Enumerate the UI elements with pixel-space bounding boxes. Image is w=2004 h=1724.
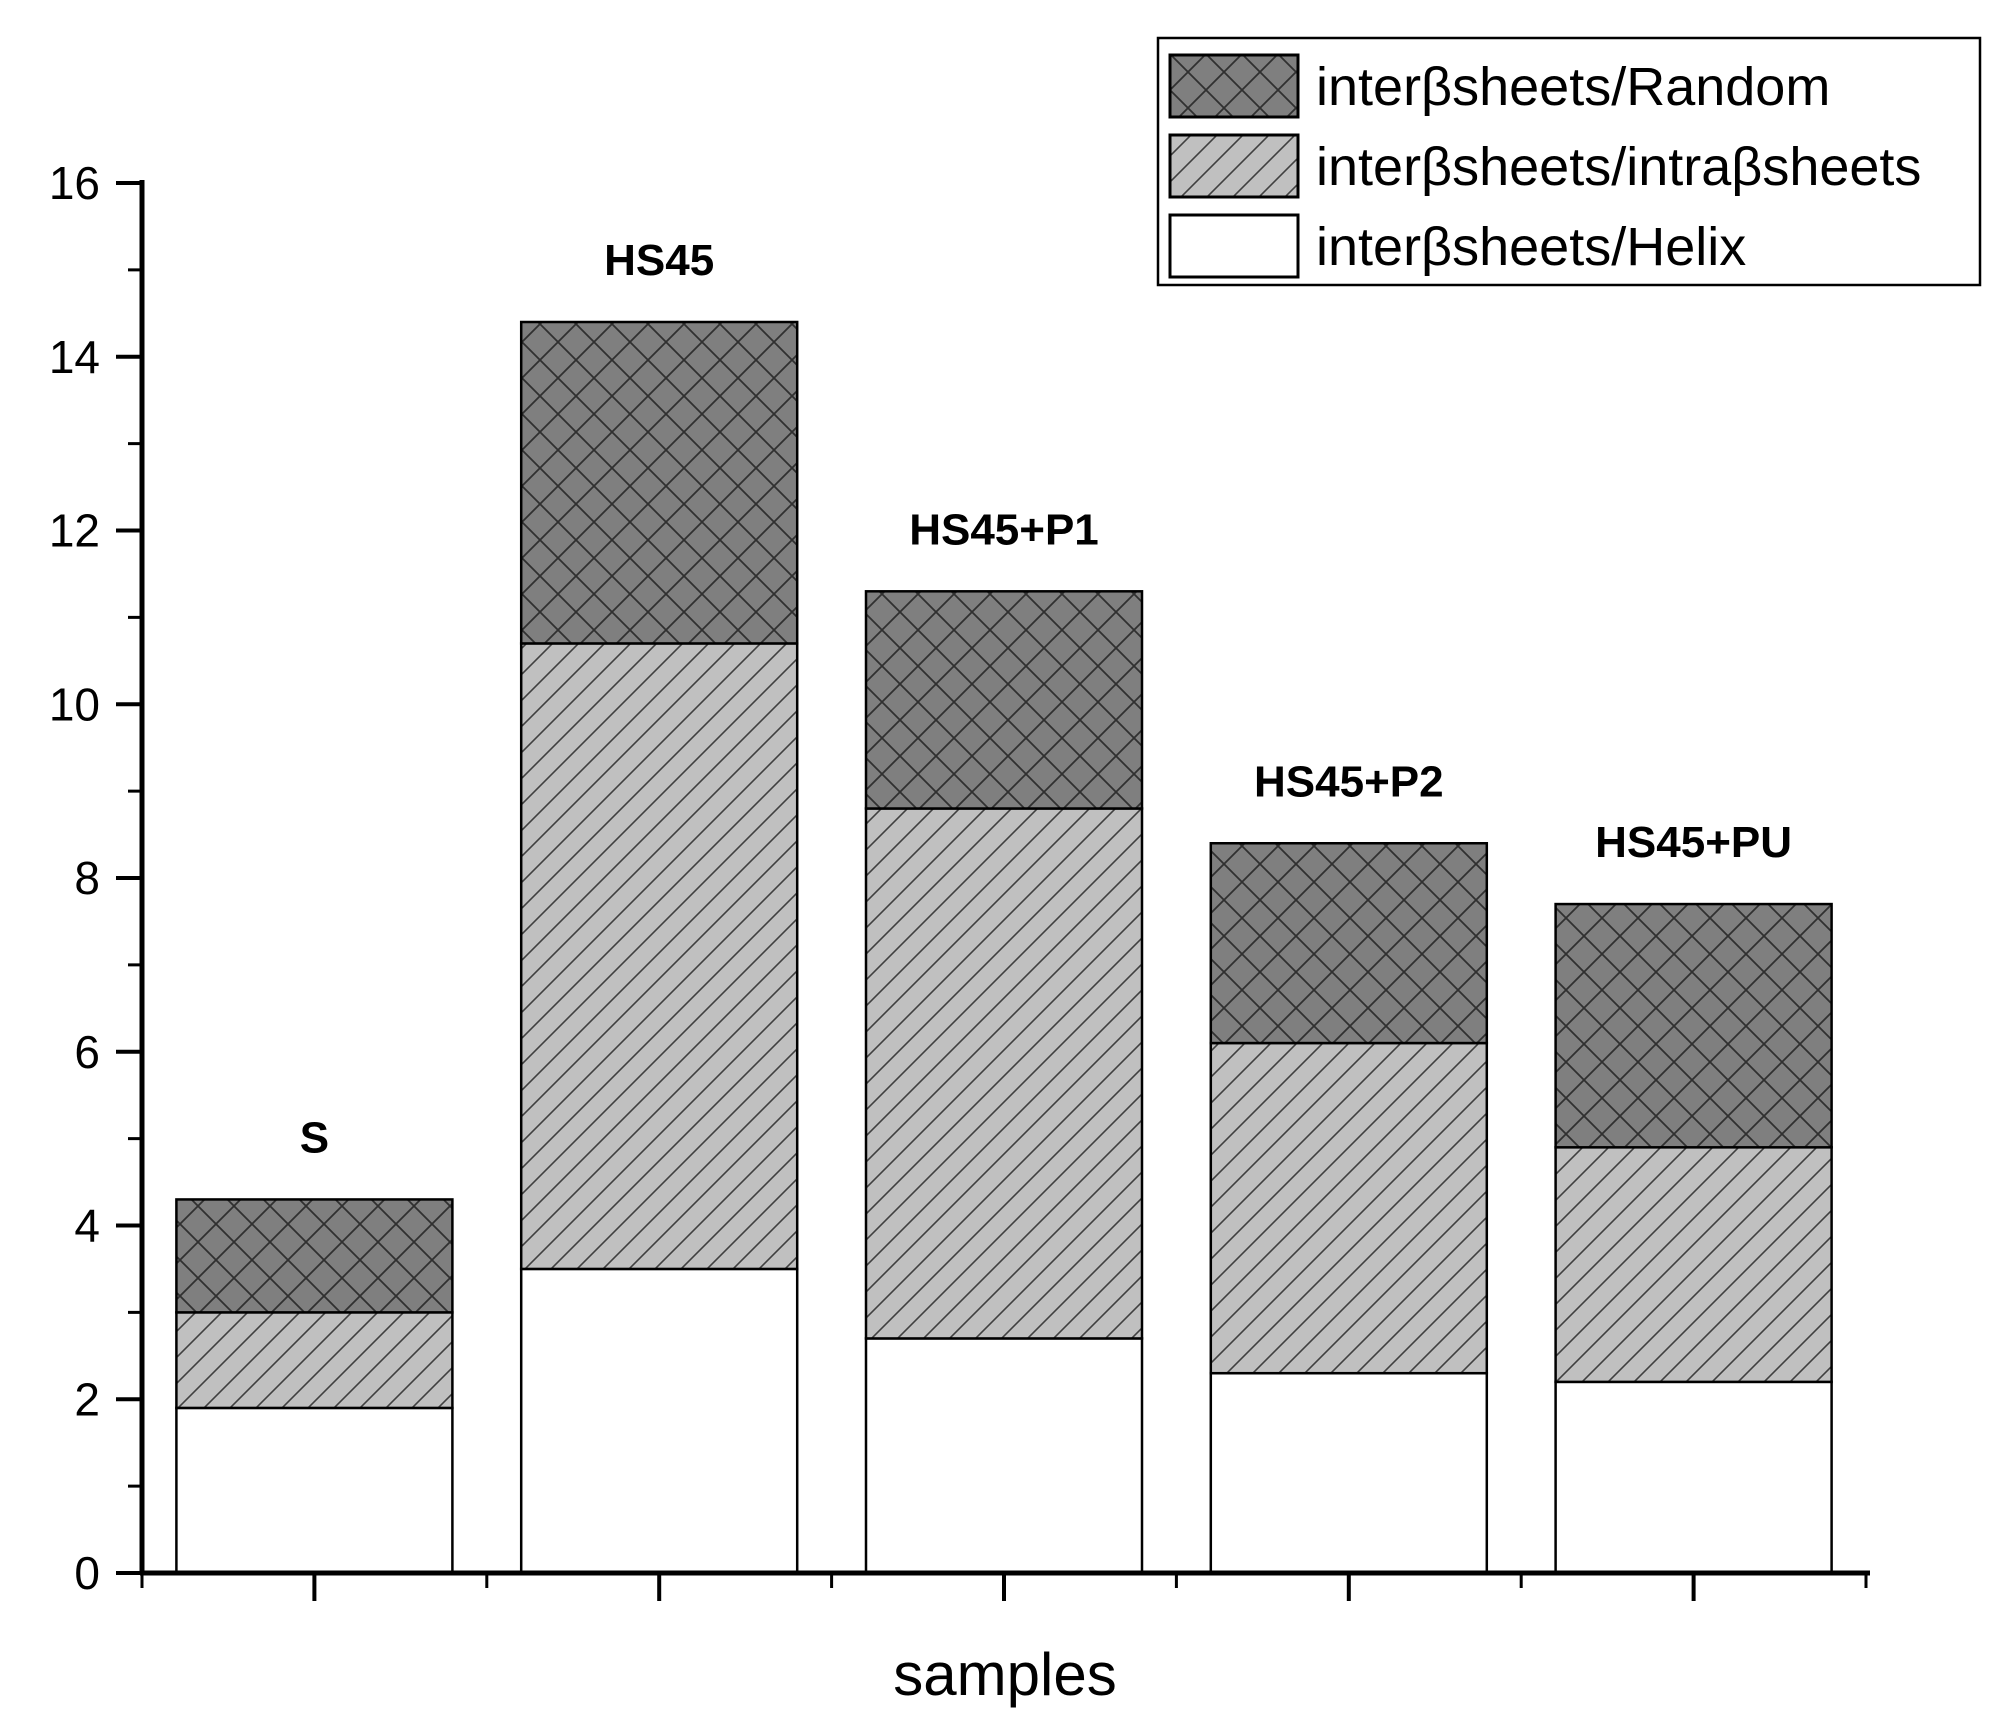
axes-group: 0 2 4 6 8 10 12 14 16 bbox=[49, 157, 1870, 1601]
bars-group bbox=[175, 320, 1833, 1575]
y-tick-label: 14 bbox=[49, 331, 100, 383]
bar-segment-5-series-3 bbox=[1554, 902, 1833, 1149]
x-ticks-group bbox=[140, 1573, 1868, 1601]
bar-category-label: HS45 bbox=[604, 236, 714, 285]
y-tick-label: 4 bbox=[74, 1200, 100, 1252]
legend-swatch bbox=[1168, 133, 1300, 199]
y-tick-label: 10 bbox=[49, 678, 100, 730]
x-axis-title: samples bbox=[893, 1641, 1116, 1708]
bar-segment-5-series-1 bbox=[1554, 1380, 1833, 1575]
y-tick-label: 12 bbox=[49, 505, 100, 557]
legend-swatch bbox=[1168, 53, 1300, 119]
bar-segment-3-series-1 bbox=[864, 1337, 1144, 1575]
bar-labels-group: S HS45 HS45+P1 HS45+P2 HS45+PU bbox=[300, 236, 1792, 1162]
bar-segment-2-series-1 bbox=[519, 1267, 799, 1575]
y-tick-label: 0 bbox=[74, 1547, 100, 1599]
y-tick-label: 8 bbox=[74, 852, 100, 904]
bar-segment-1-series-1 bbox=[175, 1406, 454, 1575]
legend-label: interβsheets/Helix bbox=[1316, 217, 1746, 277]
bar-segment-2-series-2 bbox=[519, 642, 799, 1271]
bar-segment-4-series-2 bbox=[1209, 1041, 1489, 1375]
bar-segment-2-series-3 bbox=[519, 320, 799, 645]
bar-category-label: HS45+P1 bbox=[909, 505, 1099, 554]
y-tick-label: 16 bbox=[49, 157, 100, 209]
legend-label: interβsheets/intraβsheets bbox=[1316, 137, 1921, 197]
y-tick-label: 2 bbox=[74, 1373, 100, 1425]
bar-segment-5-series-2 bbox=[1554, 1146, 1833, 1384]
bar-category-label: S bbox=[300, 1113, 329, 1162]
bar-segment-4-series-3 bbox=[1209, 842, 1489, 1045]
legend: interβsheets/Random interβsheets/intraβsh… bbox=[1156, 36, 1982, 287]
bar-category-label: HS45+PU bbox=[1595, 818, 1792, 867]
bar-segment-3-series-3 bbox=[864, 590, 1144, 810]
y-ticks-group: 0 2 4 6 8 10 12 14 16 bbox=[49, 157, 142, 1599]
bar-segment-1-series-2 bbox=[175, 1311, 454, 1410]
y-tick-label: 6 bbox=[74, 1026, 100, 1078]
legend-swatch bbox=[1168, 213, 1300, 279]
bar-segment-3-series-2 bbox=[864, 807, 1144, 1340]
bar-segment-4-series-1 bbox=[1209, 1371, 1489, 1575]
legend-label: interβsheets/Random bbox=[1316, 57, 1830, 117]
bar-segment-1-series-3 bbox=[175, 1198, 454, 1314]
bar-category-label: HS45+P2 bbox=[1254, 757, 1444, 806]
